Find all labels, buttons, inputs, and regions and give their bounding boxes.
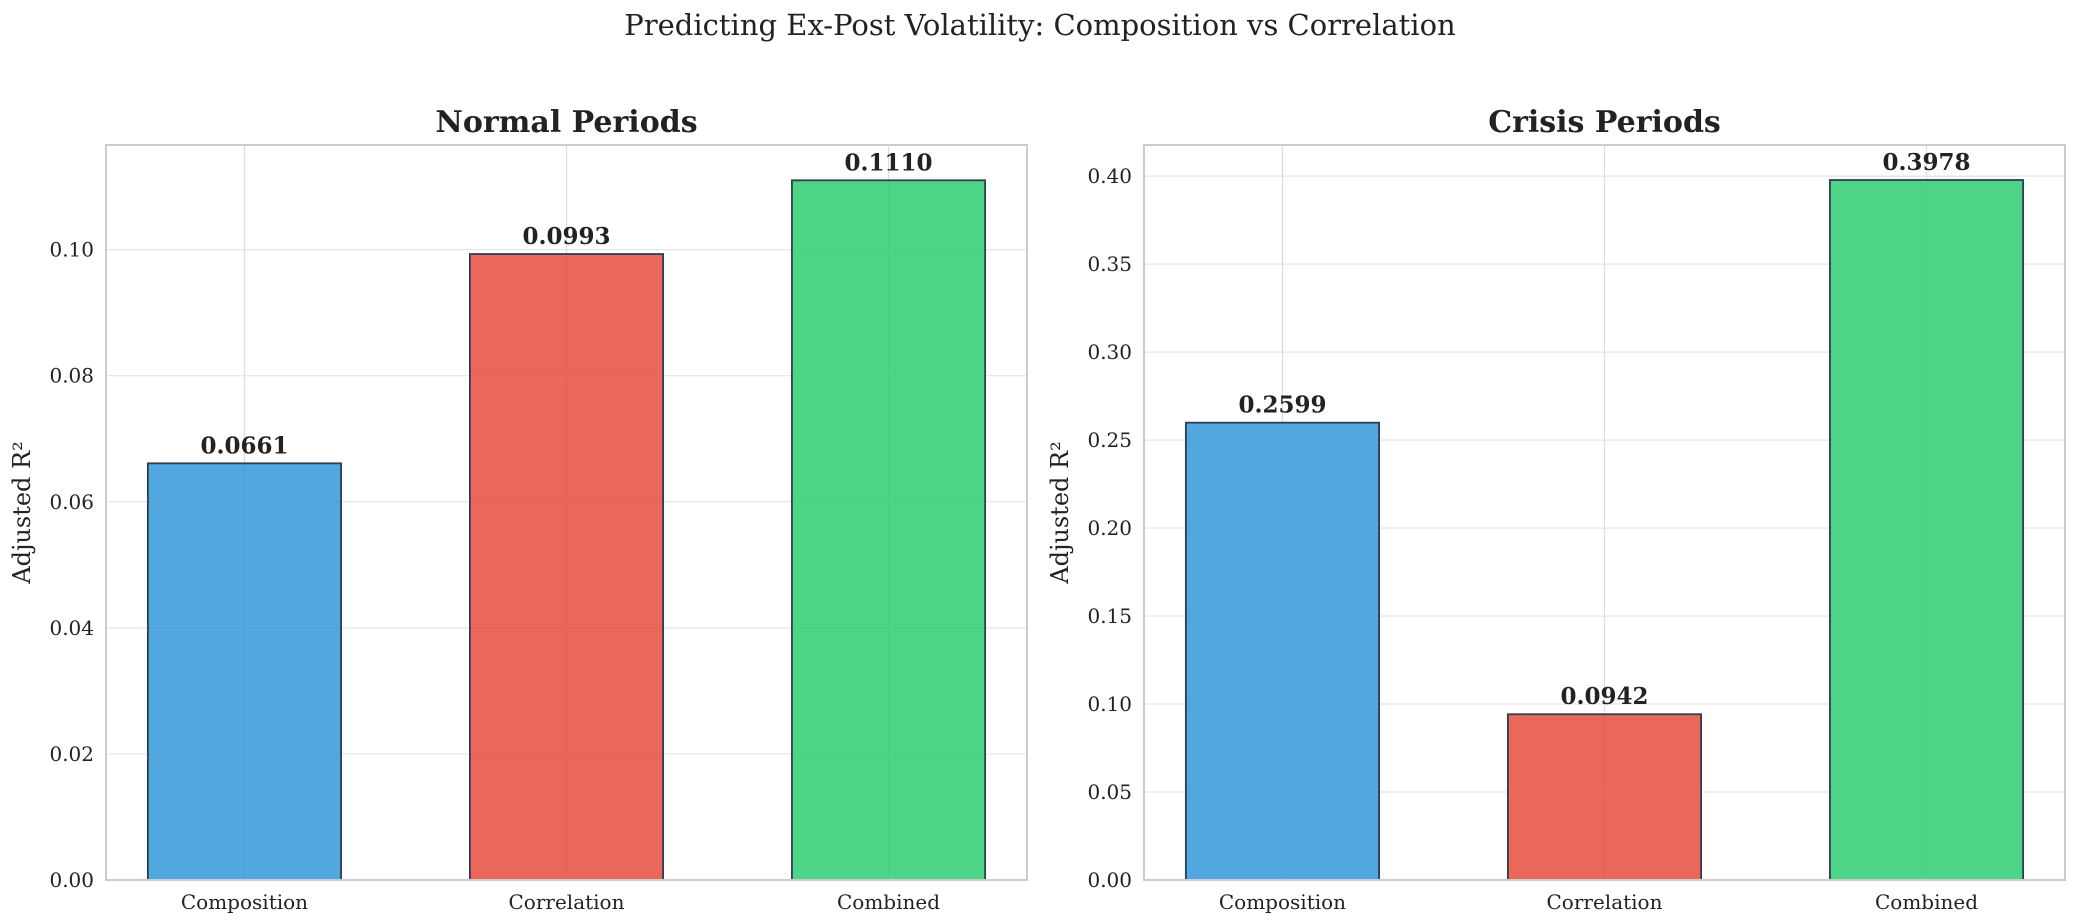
y-tick-label: 0.08 <box>49 364 94 388</box>
y-axis-label: Adjusted R² <box>1046 441 1074 584</box>
y-tick-label: 0.05 <box>1087 780 1132 804</box>
y-tick-label: 0.04 <box>49 616 94 640</box>
figure-title: Predicting Ex-Post Volatility: Compositi… <box>624 8 1456 42</box>
y-tick-label: 0.40 <box>1087 164 1132 188</box>
bar-correlation <box>1506 713 1703 881</box>
y-tick-label: 0.10 <box>49 238 94 262</box>
axes-frame <box>105 144 1028 881</box>
x-tick-label: Combined <box>837 890 940 914</box>
y-tick-label: 0.30 <box>1087 340 1132 364</box>
bar-value-label: 0.3978 <box>1883 149 1971 176</box>
panel-title-normal: Normal Periods <box>435 105 698 140</box>
y-tick-label: 0.00 <box>1087 868 1132 892</box>
y-tick-label: 0.25 <box>1087 428 1132 452</box>
y-axis-label: Adjusted R² <box>8 441 36 584</box>
bar-value-label: 0.0993 <box>522 223 610 250</box>
panel-title-crisis: Crisis Periods <box>1488 105 1721 140</box>
bar-correlation <box>468 253 665 881</box>
bar-value-label: 0.0942 <box>1560 683 1648 710</box>
x-tick-label: Correlation <box>509 890 625 914</box>
y-tick-label: 0.06 <box>49 490 94 514</box>
bar-composition <box>146 462 342 881</box>
bar-composition <box>1184 421 1380 881</box>
y-tick-label: 0.20 <box>1087 516 1132 540</box>
y-tick-label: 0.10 <box>1087 692 1132 716</box>
bar-value-label: 0.0661 <box>200 432 288 459</box>
bar-value-label: 0.2599 <box>1238 392 1326 419</box>
x-tick-label: Combined <box>1875 890 1978 914</box>
panel-normal-periods: 0.00 0.02 0.04 0.06 0.08 0.10 0.0661 Compositio… <box>8 144 1028 914</box>
x-tick-label: Correlation <box>1547 890 1663 914</box>
y-tick-label: 0.00 <box>49 868 94 892</box>
panel-crisis-periods: 0.00 0.05 0.10 0.15 0.20 0.25 0.30 0.35 0.40 0.25… <box>1046 144 2066 914</box>
y-tick-label: 0.15 <box>1087 604 1132 628</box>
axes-frame <box>1143 144 2066 881</box>
bar-combined <box>791 179 987 881</box>
y-tick-label: 0.35 <box>1087 252 1132 276</box>
x-tick-label: Composition <box>181 890 308 914</box>
x-tick-label: Composition <box>1219 890 1346 914</box>
bar-value-label: 0.1110 <box>845 149 933 176</box>
bar-combined <box>1829 179 2025 881</box>
y-tick-label: 0.02 <box>49 742 94 766</box>
